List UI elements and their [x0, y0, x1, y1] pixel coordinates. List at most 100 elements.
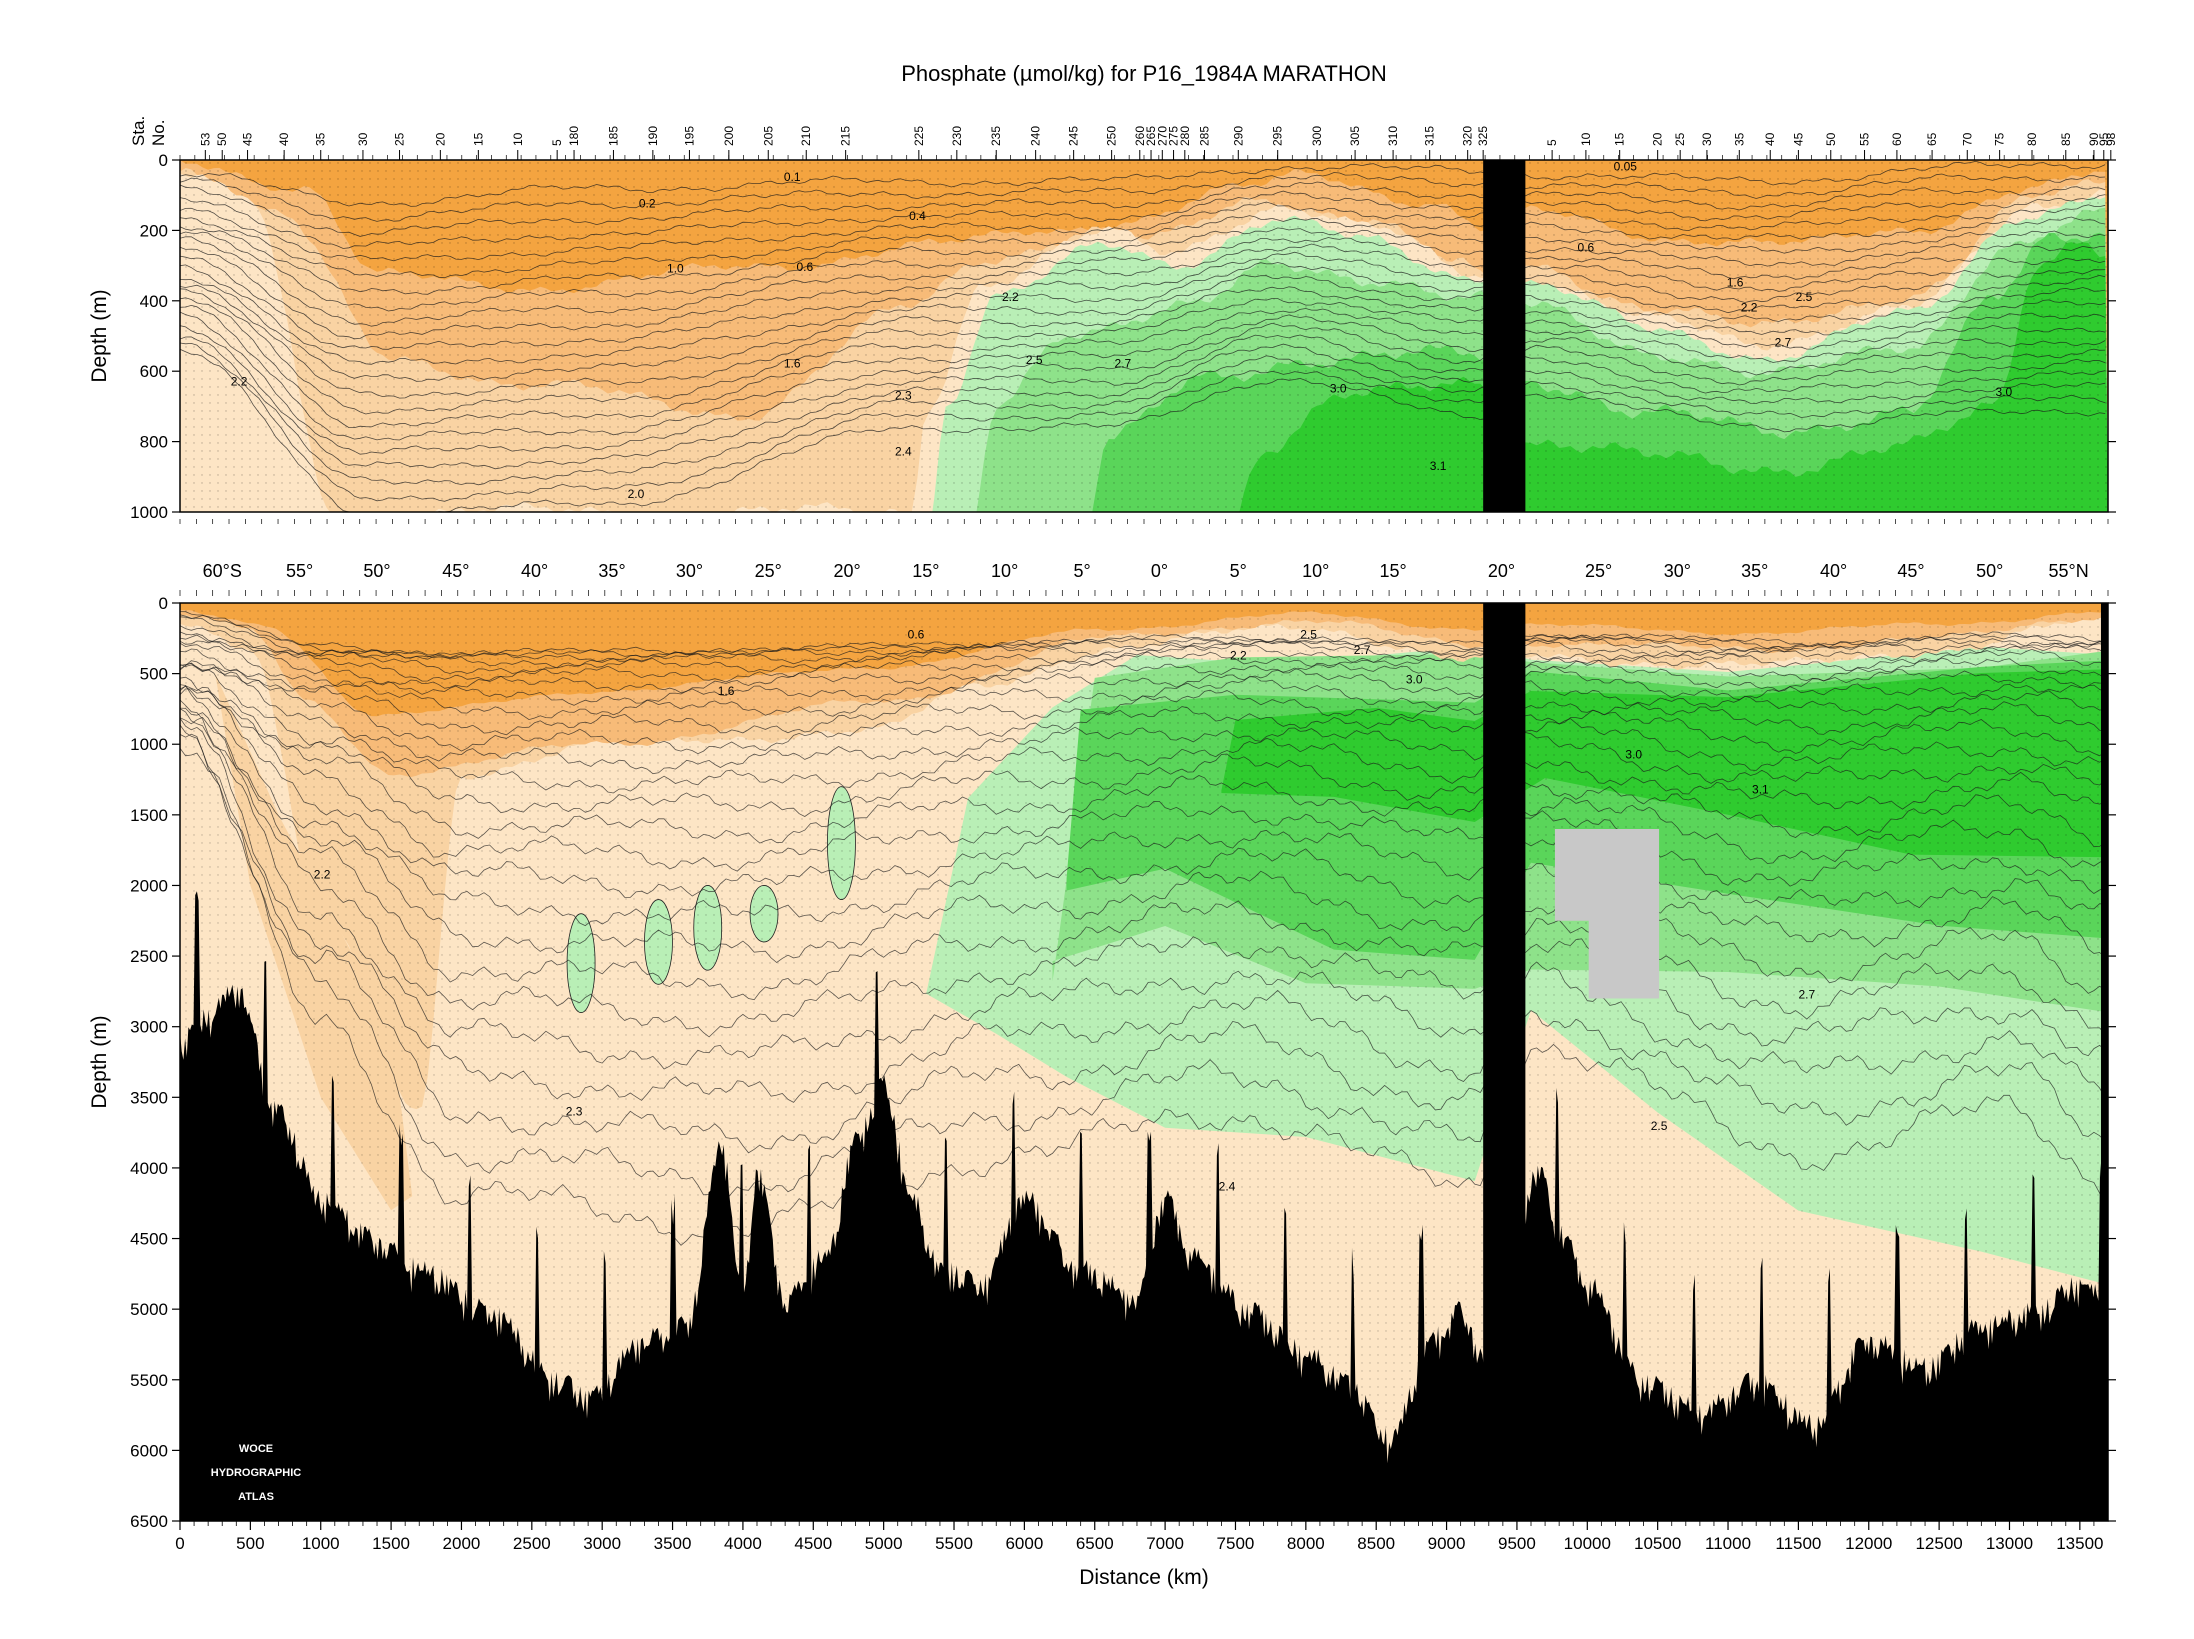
top-y-tick-label: 800: [140, 433, 168, 452]
latitude-label: 60°S: [203, 561, 242, 581]
top-contour-line: [180, 160, 2106, 207]
bottom-contour-line: [180, 615, 2106, 659]
station-label: 85: [2059, 132, 2073, 146]
station-label: 80: [2025, 132, 2039, 146]
bottom-contour-line: [180, 664, 2106, 736]
x-tick-label: 4500: [794, 1534, 832, 1553]
top-contour-line: [180, 297, 2106, 428]
bottom-y-tick-label: 2500: [130, 947, 168, 966]
station-label: 295: [1271, 126, 1285, 146]
latitude-label: 40°: [521, 561, 548, 581]
top-panel-frame: [179, 159, 2109, 513]
bottom-contour-line: [180, 685, 2106, 898]
bottom-contour-line: [180, 676, 2106, 817]
top-contour-line: [180, 190, 2106, 249]
latitude-label: 40°: [1820, 561, 1847, 581]
bottom-contour-label: 2.5: [1300, 627, 1317, 641]
bottom-contour-label: 0.6: [908, 627, 925, 641]
station-label: 40: [1763, 132, 1777, 146]
top-gap-bar: [1483, 160, 1526, 512]
latitude-label: 10°: [1302, 561, 1329, 581]
top-contour-label: 3.1: [1430, 459, 1447, 473]
station-label: 25: [1673, 132, 1687, 146]
top-contour-line: [180, 246, 2106, 340]
x-tick-label: 11500: [1775, 1534, 1821, 1553]
bottom-panel-contour-labels: 0.6 1.6 2.2 2.2 2.3 2.4 2.5 2.5 2.7 2.7 3.0 3.0 3.1: [314, 627, 1816, 1193]
top-contour-line: [180, 284, 2106, 399]
top-contour-line: [180, 342, 2106, 502]
station-label: 10: [1579, 132, 1593, 146]
station-label: 50: [1824, 132, 1838, 146]
station-label: 60: [1890, 132, 1904, 146]
latitude-label: 15°: [912, 561, 939, 581]
bottom-contour-line: [180, 707, 2106, 964]
bottom-gap-bar: [1483, 603, 1526, 1521]
top-contour-line: [180, 181, 2106, 237]
top-contour-label: 2.4: [895, 445, 912, 459]
station-number-axis: Sta. No. 53 50 45 40 35 30 25 20 15 10 5 180 185 190 1…: [129, 116, 2118, 160]
top-contour-line: [180, 255, 2106, 350]
top-contour-label: 3.0: [1996, 385, 2013, 399]
station-label: 65: [1925, 132, 1939, 146]
top-contour-line: [180, 336, 2106, 486]
x-tick-label: 2500: [513, 1534, 551, 1553]
latitude-label: 20°: [1488, 561, 1515, 581]
top-y-tick-label: 400: [140, 292, 168, 311]
station-label: 195: [682, 126, 696, 146]
station-label: 53: [198, 132, 212, 146]
latitude-label: 5°: [1230, 561, 1247, 581]
station-label: 275: [1167, 126, 1181, 146]
x-tick-label: 5500: [935, 1534, 973, 1553]
top-contour-label: 3.0: [1330, 381, 1347, 395]
bottom-contour-line: [180, 663, 2106, 775]
station-label: 215: [839, 126, 853, 146]
top-contour-line: [180, 288, 2106, 415]
bottom-contour-label: 3.0: [1406, 673, 1423, 687]
x-tick-label: 2000: [443, 1534, 481, 1553]
station-label: 25: [393, 132, 407, 146]
station-label: 90: [2087, 132, 2101, 146]
station-label: 260: [1133, 126, 1147, 146]
station-label: 315: [1423, 126, 1437, 146]
x-tick-label: 11000: [1705, 1534, 1751, 1553]
bottom-contour-label: 1.6: [718, 684, 735, 698]
bottom-contour-line: [180, 747, 2106, 1201]
top-contour-label: 2.3: [895, 388, 912, 402]
bottom-contour-line: [180, 634, 2106, 694]
station-label: 10: [511, 132, 525, 146]
latitude-label: 55°: [286, 561, 313, 581]
station-label: 20: [433, 132, 447, 146]
top-contour-label: 2.2: [1002, 290, 1019, 304]
latitude-label: 55°N: [2048, 561, 2088, 581]
station-label: 235: [989, 126, 1003, 146]
station-label: 285: [1198, 126, 1212, 146]
station-label: 245: [1067, 126, 1081, 146]
latitude-label: 20°: [833, 561, 860, 581]
bottom-panel-y-axis: 0 500 1000 1500 2000 2500 3000 3500 4000 4500 5000…: [130, 594, 2116, 1531]
top-panel-sample-dots: [180, 160, 2108, 512]
bottom-contour-label: 3.1: [1752, 783, 1769, 797]
latitude-label: 5°: [1073, 561, 1090, 581]
bottom-edge-bar: [2100, 603, 2108, 1521]
top-contour-line: [180, 304, 2106, 441]
top-contour-label: 0.4: [909, 209, 926, 223]
bottom-y-tick-label: 1000: [130, 735, 168, 754]
bottom-contour-line: [180, 717, 2106, 1103]
x-tick-label: 10000: [1564, 1534, 1611, 1553]
station-label: 5: [1545, 139, 1559, 146]
top-contour-line: [180, 325, 2106, 470]
top-contour-label: 2.2: [1741, 300, 1758, 314]
x-tick-label: 13500: [2056, 1534, 2103, 1553]
top-contour-line: [180, 215, 2106, 279]
bottom-y-tick-label: 2000: [130, 876, 168, 895]
latitude-label: 45°: [1897, 561, 1924, 581]
x-tick-label: 9500: [1498, 1534, 1536, 1553]
top-contour-line: [180, 231, 2106, 312]
station-axis-label-line2: No.: [149, 120, 168, 146]
latitude-label: 15°: [1379, 561, 1406, 581]
station-label: 40: [277, 132, 291, 146]
station-label: 230: [950, 126, 964, 146]
top-contour-line: [180, 201, 2106, 262]
station-label: 320: [1461, 126, 1475, 146]
